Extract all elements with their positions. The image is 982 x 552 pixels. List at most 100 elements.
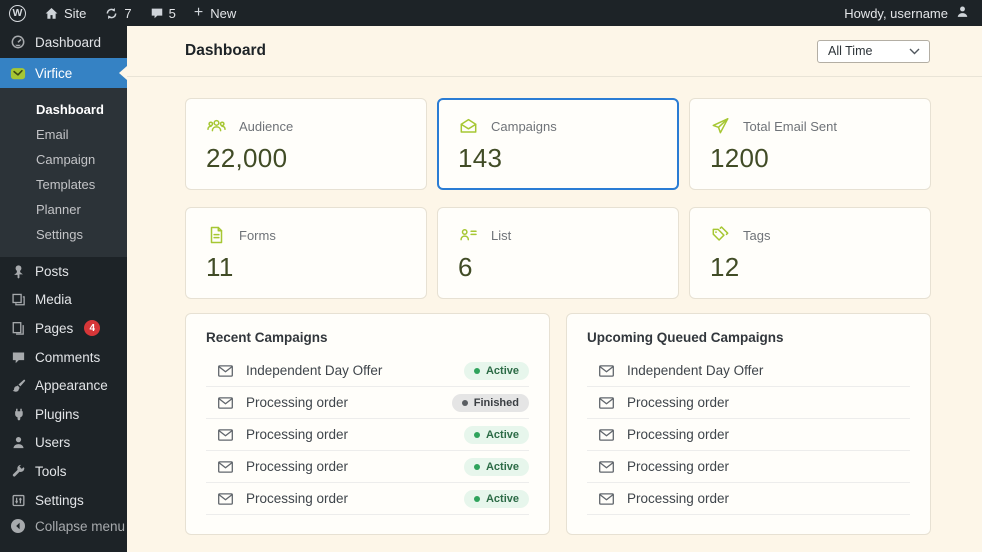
- sidebar-item-plugins[interactable]: Plugins: [0, 400, 127, 429]
- stat-card-forms[interactable]: Forms 11: [185, 207, 427, 299]
- campaign-name: Processing order: [627, 491, 730, 506]
- sidebar-item-settings[interactable]: Settings: [0, 486, 127, 515]
- sidebar-item-appearance[interactable]: Appearance: [0, 371, 127, 400]
- stat-card-header: Total Email Sent: [710, 116, 910, 136]
- status-dot-icon: [473, 495, 480, 502]
- form-icon: [206, 225, 227, 245]
- virfice-logo-icon: [10, 65, 26, 81]
- page-title: Dashboard: [185, 42, 266, 59]
- howdy-text: Howdy, username: [844, 5, 948, 21]
- comment-bubble-icon: [150, 6, 164, 20]
- status-badge: Active: [463, 361, 529, 380]
- campaign-name: Processing order: [627, 395, 730, 410]
- wp-logo-menu[interactable]: W: [0, 0, 35, 26]
- updates-count: 7: [124, 5, 132, 21]
- pages-icon: [10, 320, 26, 336]
- sidebar-item-media[interactable]: Media: [0, 286, 127, 315]
- sidebar-item-dashboard[interactable]: Dashboard: [0, 26, 127, 58]
- upcoming-campaigns-list: Independent Day Offer Processing order Pro…: [587, 355, 910, 515]
- comments-menu[interactable]: 5: [141, 0, 185, 26]
- submenu-item-templates[interactable]: Templates: [36, 177, 96, 192]
- status-dot-icon: [473, 431, 480, 438]
- stat-card-header: Forms: [206, 225, 406, 245]
- tools-icon: [10, 463, 26, 479]
- campaign-name: Independent Day Offer: [246, 363, 383, 378]
- submenu-item-settings[interactable]: Settings: [36, 227, 83, 242]
- sidebar-item-users[interactable]: Users: [0, 429, 127, 458]
- current-menu-arrow: [119, 66, 127, 80]
- sidebar-item-label: Appearance: [35, 378, 108, 394]
- stat-card-tags[interactable]: Tags 12: [689, 207, 931, 299]
- stat-card-campaigns[interactable]: Campaigns 143: [437, 98, 679, 190]
- campaign-row[interactable]: Processing order Active: [206, 451, 529, 483]
- stat-value: 143: [458, 143, 503, 173]
- sidebar-item-tools[interactable]: Tools: [0, 457, 127, 486]
- campaign-row[interactable]: Processing order: [587, 483, 910, 515]
- sidebar-item-label: Comments: [35, 349, 101, 365]
- sidebar-item-label: Plugins: [35, 406, 80, 422]
- send-icon: [710, 116, 731, 136]
- new-label: New: [210, 5, 237, 21]
- campaign-name: Processing order: [246, 491, 349, 506]
- sidebar-item-label: Tools: [35, 463, 67, 479]
- campaign-row[interactable]: Processing order: [587, 451, 910, 483]
- campaign-row[interactable]: Processing order Finished: [206, 387, 529, 419]
- site-menu[interactable]: Site: [35, 0, 95, 26]
- dashboard-gauge-icon: [10, 34, 26, 50]
- sidebar-item-label: Pages: [35, 320, 74, 336]
- sidebar: Dashboard Virfice Dashboard Email Campaign…: [0, 26, 127, 552]
- campaign-panels: Recent Campaigns Independent Day Offer Ac…: [185, 313, 931, 535]
- sidebar-item-collapse-menu[interactable]: Collapse menu: [0, 510, 127, 542]
- new-menu[interactable]: + New: [185, 0, 245, 26]
- campaign-row[interactable]: Processing order: [587, 387, 910, 419]
- sidebar-item-comments[interactable]: Comments: [0, 343, 127, 372]
- updates-menu[interactable]: 7: [95, 0, 140, 26]
- status-dot-icon: [461, 399, 468, 406]
- campaign-name: Processing order: [627, 459, 730, 474]
- stat-value: 22,000: [206, 143, 288, 173]
- stat-card-total-email-sent[interactable]: Total Email Sent 1200: [689, 98, 931, 190]
- sidebar-item-label: Dashboard: [35, 34, 102, 50]
- stat-label: Tags: [743, 227, 771, 243]
- stat-label: Audience: [239, 118, 294, 134]
- sidebar-item-label: Collapse menu: [35, 518, 126, 534]
- status-dot-icon: [473, 367, 480, 374]
- dashboard-content: Audience 22,000 Campaigns 143 Total Email Se…: [127, 77, 982, 535]
- time-filter-value: All Time: [828, 44, 873, 58]
- stat-value: 11: [206, 252, 234, 282]
- campaign-row[interactable]: Independent Day Offer: [587, 355, 910, 387]
- updates-icon: [104, 6, 119, 21]
- time-filter-select[interactable]: All Time: [817, 39, 930, 63]
- sidebar-item-pages[interactable]: Pages 4: [0, 314, 127, 343]
- envelope-icon: [216, 362, 235, 380]
- campaign-row[interactable]: Processing order Active: [206, 419, 529, 451]
- account-menu[interactable]: Howdy, username: [832, 0, 982, 26]
- pin-icon: [10, 263, 26, 279]
- stat-card-list[interactable]: List 6: [437, 207, 679, 299]
- panel-title: Recent Campaigns: [206, 330, 328, 345]
- wordpress-logo-icon: W: [9, 4, 26, 22]
- stat-card-header: Audience: [206, 116, 406, 136]
- virfice-submenu: Dashboard Email Campaign Templates Planner Se…: [0, 88, 127, 257]
- plugins-icon: [10, 406, 26, 422]
- sidebar-item-virfice[interactable]: Virfice: [0, 58, 127, 88]
- status-badge: Active: [463, 489, 529, 508]
- submenu-item-email[interactable]: Email: [36, 127, 69, 142]
- campaign-row[interactable]: Processing order Active: [206, 483, 529, 515]
- envelope-icon: [216, 490, 235, 508]
- audience-icon: [206, 116, 227, 136]
- envelope-icon: [597, 426, 616, 444]
- status-dot-icon: [473, 463, 480, 470]
- campaign-row[interactable]: Independent Day Offer Active: [206, 355, 529, 387]
- comments-icon: [10, 349, 26, 365]
- stat-card-audience[interactable]: Audience 22,000: [185, 98, 427, 190]
- recent-campaigns-panel: Recent Campaigns Independent Day Offer Ac…: [185, 313, 550, 535]
- sidebar-item-posts[interactable]: Posts: [0, 257, 127, 286]
- submenu-item-campaign[interactable]: Campaign: [36, 152, 96, 167]
- stat-value: 1200: [710, 143, 770, 173]
- envelope-icon: [216, 458, 235, 476]
- submenu-item-planner[interactable]: Planner: [36, 202, 81, 217]
- envelope-icon: [216, 394, 235, 412]
- submenu-item-dashboard[interactable]: Dashboard: [36, 102, 104, 117]
- campaign-row[interactable]: Processing order: [587, 419, 910, 451]
